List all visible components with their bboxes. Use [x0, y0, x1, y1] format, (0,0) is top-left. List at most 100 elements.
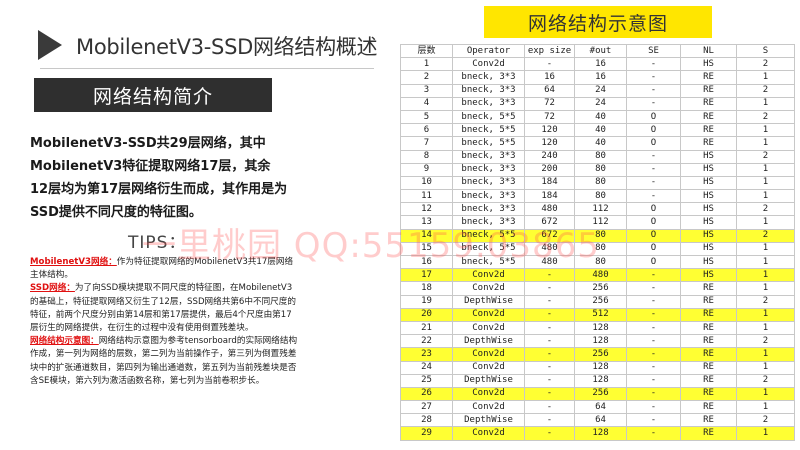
- table-cell: 2: [736, 294, 795, 309]
- table-body: 1 Conv2d -16- HS 2 2 bneck, 3*3 16 16- RE 1 3 bneck,…: [400, 57, 795, 441]
- table-row: 6 bneck, 5*5 120 40 O RE 1: [400, 123, 795, 138]
- table-cell: O: [626, 228, 681, 243]
- table-cell: HS: [680, 268, 737, 283]
- table-cell: 2: [736, 83, 795, 98]
- table-cell: RE: [680, 123, 737, 138]
- table-cell: RE: [680, 334, 737, 349]
- table-cell: 1: [736, 189, 795, 204]
- table-cell: RE: [680, 70, 737, 85]
- table-cell: Conv2d: [452, 347, 525, 362]
- table-cell: bneck, 3*3: [452, 175, 525, 191]
- table-cell: 672: [524, 215, 575, 230]
- table-cell: RE: [680, 96, 737, 111]
- table-cell: Conv2d: [452, 426, 525, 441]
- table-cell: RE: [680, 109, 737, 125]
- table-cell: HS: [680, 202, 737, 217]
- note-key: MobilenetV3网络：: [30, 257, 117, 267]
- table-cell: 40: [574, 136, 627, 151]
- table-row: 11 bneck, 3*3 184 80- HS 1: [400, 189, 795, 204]
- table-row: 13 bneck, 3*3 672 112 O HS 1: [400, 215, 795, 230]
- table-cell: 1: [736, 360, 795, 375]
- tips-label: TIPS：: [128, 233, 187, 253]
- table-cell: 1: [736, 70, 795, 85]
- table-cell: Conv2d: [452, 320, 525, 336]
- table-cell: RE: [680, 373, 737, 388]
- table-cell: O: [626, 215, 681, 230]
- slide-title: MobilenetV3-SSD网络结构概述: [76, 35, 378, 59]
- table-cell: Conv2d: [452, 307, 525, 322]
- table-cell: 1: [736, 281, 795, 296]
- table-cell: 6: [400, 123, 453, 138]
- table-row: 3 bneck, 3*3 64 24- RE 2: [400, 83, 795, 98]
- table-cell: 480: [574, 268, 627, 283]
- table-cell: 5: [400, 109, 453, 125]
- table-cell: RE: [680, 413, 737, 428]
- table-row: 17 Conv2d -480- HS 1: [400, 268, 795, 283]
- table-cell: -: [524, 386, 575, 402]
- table-cell: HS: [680, 254, 737, 270]
- table-cell: 16: [574, 57, 627, 72]
- table-cell: 112: [574, 215, 627, 230]
- note-mobilenet: MobilenetV3网络：作为特征提取网络的MobilenetV3共17层网络…: [30, 256, 300, 282]
- table-cell: -: [626, 96, 681, 111]
- table-cell: 9: [400, 162, 453, 177]
- table-cell: 256: [574, 386, 627, 402]
- table-cell: O: [626, 202, 681, 217]
- table-cell: 1: [736, 307, 795, 322]
- column-header: exp size: [524, 43, 575, 59]
- table-cell: 128: [574, 360, 627, 375]
- table-cell: 1: [736, 241, 795, 257]
- table-row: 29 Conv2d -128- RE 1: [400, 426, 795, 441]
- table-row: 25 DepthWise -128- RE 2: [400, 373, 795, 388]
- table-cell: 480: [524, 241, 575, 257]
- table-cell: 12: [400, 202, 453, 217]
- table-cell: DepthWise: [452, 413, 525, 428]
- table-cell: 10: [400, 175, 453, 191]
- table-cell: HS: [680, 215, 737, 230]
- table-cell: 22: [400, 334, 453, 349]
- table-cell: bneck, 3*3: [452, 189, 525, 204]
- table-cell: 1: [736, 175, 795, 191]
- table-cell: bneck, 3*3: [452, 162, 525, 177]
- table-cell: bneck, 5*5: [452, 136, 525, 151]
- table-cell: bneck, 3*3: [452, 202, 525, 217]
- table-cell: 2: [736, 149, 795, 164]
- architecture-table: 层数 Operator exp size #out SE NL S 1 Conv2…: [400, 43, 795, 441]
- table-cell: -: [524, 294, 575, 309]
- table-cell: -: [626, 386, 681, 402]
- table-cell: 14: [400, 228, 453, 243]
- note-key: 网络结构示意图：: [30, 336, 99, 347]
- table-cell: HS: [680, 175, 737, 191]
- table-cell: 256: [574, 347, 627, 362]
- table-row: 16 bneck, 5*5 480 80 O HS 1: [400, 254, 795, 270]
- table-cell: 13: [400, 215, 453, 230]
- table-cell: -: [626, 294, 681, 309]
- table-cell: -: [524, 413, 575, 428]
- table-cell: bneck, 3*3: [452, 215, 525, 230]
- table-cell: 64: [574, 413, 627, 428]
- table-cell: 16: [524, 70, 575, 85]
- table-cell: 28: [400, 413, 453, 428]
- table-cell: O: [626, 123, 681, 138]
- table-row: 8 bneck, 3*3 240 80- HS 2: [400, 149, 795, 164]
- table-cell: 80: [574, 228, 627, 243]
- section-banner: 网络结构简介: [34, 78, 272, 112]
- table-cell: 27: [400, 400, 453, 415]
- table-cell: 24: [574, 96, 627, 111]
- table-cell: 2: [736, 228, 795, 243]
- table-cell: 1: [736, 215, 795, 230]
- table-cell: -: [626, 373, 681, 388]
- table-row: 14 bneck, 5*5 672 80 O HS 2: [400, 228, 795, 243]
- table-cell: 23: [400, 347, 453, 362]
- note-text: 作为特征提取网络的MobilenetV3共17层网络主体结构。: [30, 257, 294, 281]
- table-cell: RE: [680, 347, 737, 362]
- table-cell: bneck, 3*3: [452, 96, 525, 111]
- table-cell: -: [524, 373, 575, 388]
- table-cell: 40: [574, 109, 627, 125]
- note-ssd: SSD网络：为了向SSD模块提取不同尺度的特征图，在MobilenetV3的基础…: [30, 282, 300, 335]
- table-cell: bneck, 3*3: [452, 83, 525, 98]
- table-cell: -: [524, 360, 575, 375]
- table-cell: HS: [680, 149, 737, 164]
- table-row: 12 bneck, 3*3 480 112 O HS 2: [400, 202, 795, 217]
- table-cell: -: [626, 57, 681, 72]
